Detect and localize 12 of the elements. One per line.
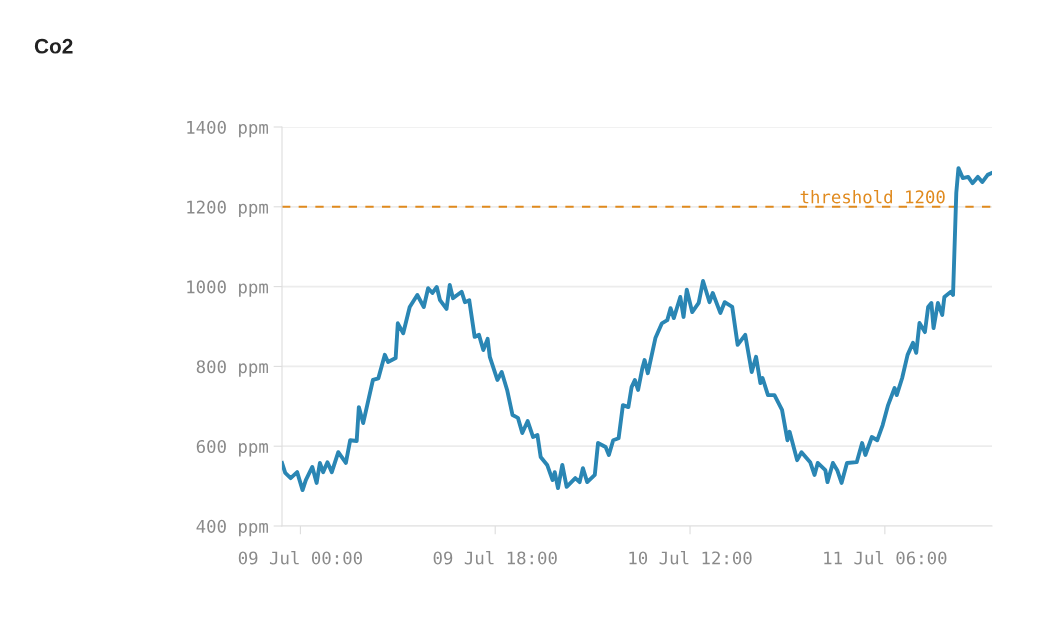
y-tick-label: 1200 ppm <box>187 200 268 218</box>
x-tick-label: 09 Jul 18:00 <box>433 551 557 565</box>
y-tick-label: 1400 ppm <box>187 120 268 138</box>
y-tick-label: 400 ppm <box>196 519 268 537</box>
y-tick-label: 600 ppm <box>196 439 268 457</box>
y-tick-label: 800 ppm <box>196 360 268 377</box>
x-tick-label: 09 Jul 00:00 <box>238 551 362 565</box>
text: Co2 <box>34 38 73 54</box>
x-tick-label: 11 Jul 06:00 <box>824 551 947 565</box>
x-tick-label: 10 Jul 12:00 <box>629 551 752 565</box>
y-tick-label: 1000 ppm <box>187 280 268 297</box>
ref-line-label: threshold 1200 <box>800 189 945 204</box>
